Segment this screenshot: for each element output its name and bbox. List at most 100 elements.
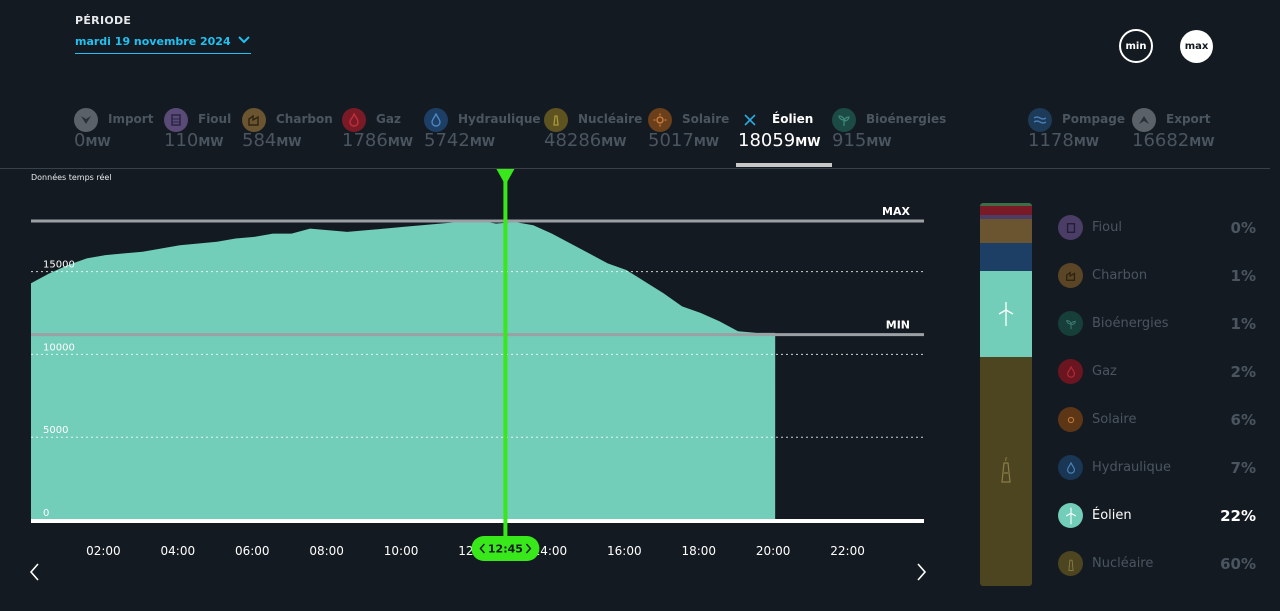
ref-label-min: MIN — [886, 319, 910, 332]
tab-label: Éolien — [772, 112, 814, 126]
tab-value: 584MW — [242, 130, 302, 151]
legend-label: Bioénergies — [1092, 316, 1169, 331]
pompage-icon — [1028, 108, 1052, 132]
eolien-area — [31, 220, 776, 521]
chevron-down-icon — [238, 36, 250, 44]
charbon-icon — [1058, 263, 1083, 288]
tab-label: Bioénergies — [866, 112, 947, 126]
chevron-right-icon — [525, 543, 532, 554]
y-tick-label: 5000 — [43, 425, 68, 436]
mix-segment-nucleaire — [980, 357, 1032, 586]
legend-percent: 2% — [1230, 363, 1256, 381]
tab-value: 18059MW — [738, 130, 821, 151]
solaire-icon — [1058, 407, 1083, 432]
periode-label: PÉRIODE — [75, 14, 132, 27]
y-tick-label: 10000 — [43, 342, 75, 353]
tab-value: 915MW — [832, 130, 892, 151]
legend-item-charbon: Charbon 1% — [1058, 260, 1258, 290]
legend-label: Charbon — [1092, 268, 1148, 283]
production-chart[interactable]: 0 5000 10000 15000 MAX MIN 02:00 04:00 06:00 08:0… — [0, 165, 940, 585]
tab-value: 1178MW — [1028, 130, 1099, 151]
x-tick-label: 18:00 — [681, 544, 716, 558]
min-button[interactable]: min — [1119, 29, 1153, 63]
legend-item-hydraulique: Hydraulique 7% — [1058, 452, 1258, 482]
legend-label: Éolien — [1092, 508, 1132, 523]
x-tick-label: 16:00 — [607, 544, 642, 558]
chevron-left-icon[interactable] — [28, 560, 42, 584]
legend-percent: 60% — [1220, 555, 1256, 573]
tab-value: 1786MW — [342, 130, 413, 151]
legend-item-nucleaire: Nucléaire 60% — [1058, 548, 1258, 578]
mix-segment-charbon — [980, 219, 1032, 243]
legend-percent: 1% — [1230, 315, 1256, 333]
x-tick-label: 08:00 — [309, 544, 344, 558]
time-cursor-handle[interactable] — [496, 169, 515, 185]
y-tick-label: 0 — [43, 508, 49, 519]
periode-section: PÉRIODE mardi 19 novembre 2024 — [75, 14, 251, 54]
source-tabs: Import 0MW Fioul 110MW Charbon 584MW Gaz… — [0, 100, 1280, 168]
mix-segment-bioenergies — [980, 203, 1032, 206]
realtime-label: Données temps réel — [31, 173, 112, 182]
tab-label: Charbon — [276, 112, 333, 126]
y-tick-label: 15000 — [43, 260, 75, 271]
chevron-left-icon — [479, 543, 485, 554]
legend-percent: 0% — [1230, 219, 1256, 237]
solaire-icon — [648, 108, 672, 132]
legend-label: Gaz — [1092, 364, 1117, 379]
mix-segment-fioul — [980, 215, 1032, 219]
x-tick-label: 06:00 — [235, 544, 270, 558]
legend-item-eolien: Éolien 22% — [1058, 500, 1258, 530]
gaz-icon — [1058, 359, 1083, 384]
legend-label: Fioul — [1092, 220, 1122, 235]
legend-percent: 1% — [1230, 267, 1256, 285]
legend-item-fioul: Fioul 0% — [1058, 212, 1258, 242]
tab-value: 110MW — [164, 130, 224, 151]
ref-label-max: MAX — [882, 205, 910, 218]
tab-value: 48286MW — [544, 130, 627, 151]
wind-turbine-icon — [1058, 503, 1083, 528]
close-icon[interactable] — [738, 108, 762, 132]
time-cursor-pill[interactable] — [471, 536, 540, 561]
chevron-right-icon[interactable] — [914, 560, 928, 584]
date-value: mardi 19 novembre 2024 — [75, 35, 231, 48]
header-divider — [0, 168, 1270, 169]
mix-segment-hydraulique — [980, 243, 1032, 271]
tab-label: Export — [1166, 112, 1211, 126]
tab-label: Pompage — [1062, 112, 1125, 126]
x-tick-label: 14:00 — [533, 544, 568, 558]
hydraulique-icon — [1058, 455, 1083, 480]
gaz-icon — [342, 108, 366, 132]
legend-percent: 6% — [1230, 411, 1256, 429]
nucleaire-icon — [1058, 551, 1083, 576]
hydraulique-icon — [424, 108, 448, 132]
import-icon — [74, 108, 98, 132]
tab-value: 5742MW — [424, 130, 495, 151]
export-icon — [1132, 108, 1156, 132]
legend-item-gaz: Gaz 2% — [1058, 356, 1258, 386]
wind-turbine-icon — [998, 302, 1014, 326]
legend-label: Nucléaire — [1092, 556, 1154, 571]
legend-item-bioenergies: Bioénergies 1% — [1058, 308, 1258, 338]
date-select[interactable]: mardi 19 novembre 2024 — [75, 35, 251, 54]
tab-label: Gaz — [376, 112, 401, 126]
tab-value: 5017MW — [648, 130, 719, 151]
charbon-icon — [242, 108, 266, 132]
tab-value: 16682MW — [1132, 130, 1215, 151]
nucleaire-icon — [1001, 457, 1011, 483]
tab-label: Fioul — [198, 112, 232, 126]
fioul-icon — [1058, 215, 1083, 240]
fioul-icon — [164, 108, 188, 132]
tab-value: 0MW — [74, 130, 111, 151]
legend-label: Hydraulique — [1092, 460, 1171, 475]
x-tick-label: 02:00 — [86, 544, 121, 558]
tab-label: Hydraulique — [458, 112, 541, 126]
legend-percent: 7% — [1230, 459, 1256, 477]
time-cursor-label: 12:45 — [488, 543, 523, 556]
tab-label: Import — [108, 112, 154, 126]
active-tab-underline — [736, 163, 832, 167]
legend-percent: 22% — [1220, 507, 1256, 525]
tab-label: Solaire — [682, 112, 730, 126]
max-button[interactable]: max — [1180, 30, 1213, 63]
x-tick-label: 22:00 — [830, 544, 865, 558]
x-tick-label: 20:00 — [756, 544, 791, 558]
